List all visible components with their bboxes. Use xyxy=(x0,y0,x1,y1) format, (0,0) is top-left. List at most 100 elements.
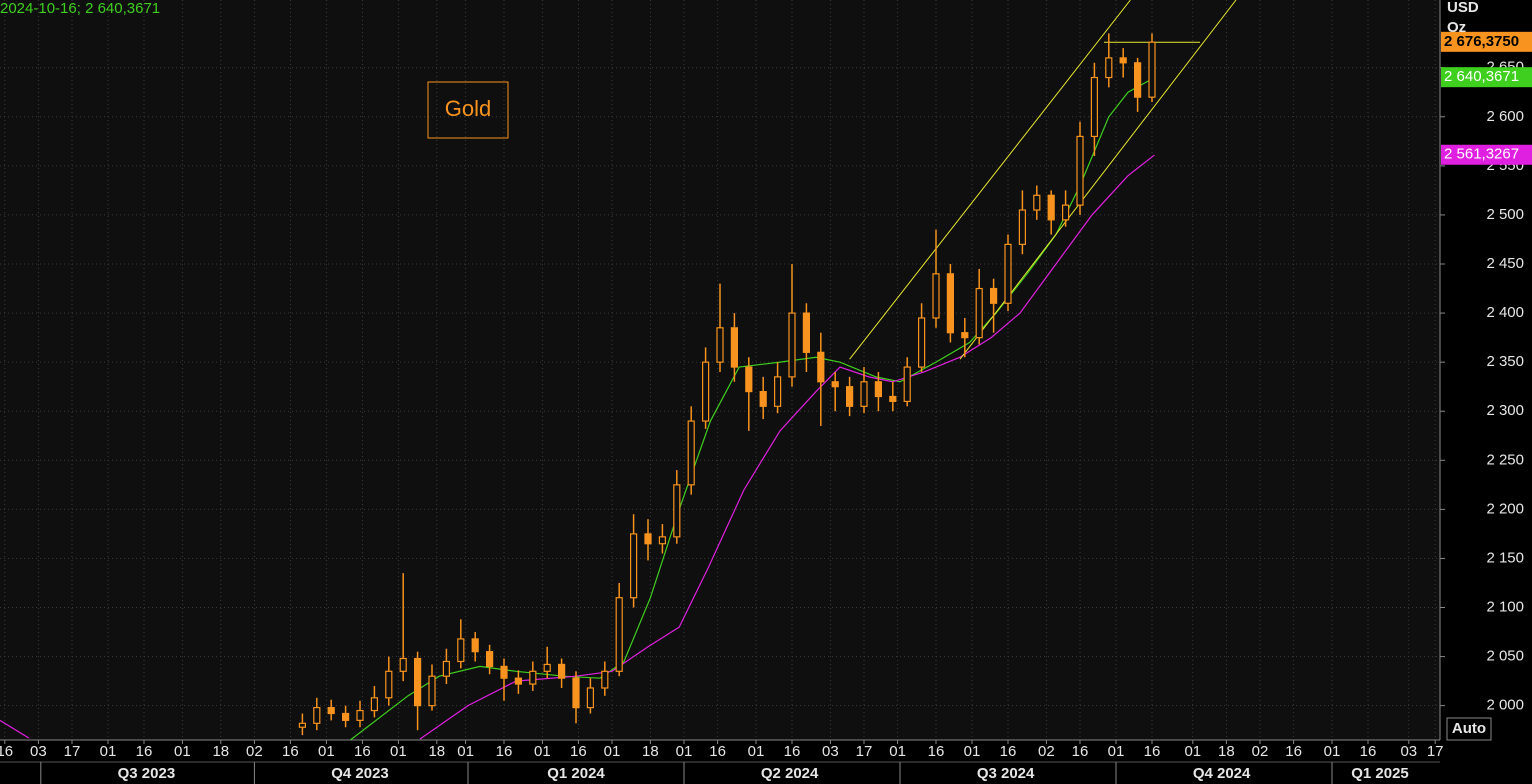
candle-body xyxy=(701,361,710,422)
x-tick-label: 18 xyxy=(642,743,659,760)
y-tick-label: 2 050 xyxy=(1486,648,1524,665)
moving-average xyxy=(0,719,30,739)
price-label: 2 561,3267 xyxy=(1444,146,1519,163)
candle-body xyxy=(903,366,911,403)
y-tick-label: 2 250 xyxy=(1486,451,1524,468)
price-label-box xyxy=(1441,67,1532,88)
candle-body xyxy=(1018,209,1027,245)
candle-body xyxy=(1061,204,1070,221)
candle-body xyxy=(1105,57,1113,79)
price-label: 2 640,3671 xyxy=(1444,68,1519,85)
candle-body xyxy=(514,677,523,685)
candle-body xyxy=(529,670,537,685)
candle-body xyxy=(788,312,796,378)
y-tick-label: 2 450 xyxy=(1486,255,1524,272)
x-tick-label: 01 xyxy=(318,743,335,760)
x-tick-label: 01 xyxy=(676,743,693,760)
x-tick-label: 01 xyxy=(1184,743,1201,760)
candle-body xyxy=(1076,135,1084,206)
x-tick-label: 01 xyxy=(534,743,551,760)
x-tick-label: 16 xyxy=(1360,743,1377,760)
candle-body xyxy=(370,697,378,712)
x-tick-label: 16 xyxy=(496,743,513,760)
candle-body xyxy=(975,287,983,339)
x-tick-label: 18 xyxy=(1218,743,1235,760)
auto-button-label[interactable]: Auto xyxy=(1452,720,1486,737)
candle-body xyxy=(327,707,335,715)
candle-body xyxy=(543,663,551,672)
quarter-label: Q3 2024 xyxy=(977,765,1035,782)
x-tick-label: 16 xyxy=(570,743,587,760)
y-tick-label: 2 400 xyxy=(1486,304,1524,321)
x-tick-label: 16 xyxy=(1285,743,1302,760)
candle-body xyxy=(342,712,350,721)
candle-body xyxy=(932,273,940,319)
candle-body xyxy=(917,317,926,368)
label: Gold xyxy=(445,96,491,121)
candle-body xyxy=(615,597,623,672)
plot xyxy=(0,0,1237,740)
candle-body xyxy=(874,381,883,398)
candle-body xyxy=(860,381,868,407)
candle-body xyxy=(428,675,436,707)
x-tick-label: 16 xyxy=(0,743,13,760)
x-tick-label: 01 xyxy=(889,743,906,760)
candle-body xyxy=(442,660,450,677)
x-tick-label: 03 xyxy=(822,743,839,760)
x-tick-label: 16 xyxy=(709,743,726,760)
x-tick-label: 16 xyxy=(1144,743,1161,760)
x-tick-label: 18 xyxy=(428,743,445,760)
candle-body xyxy=(1148,41,1156,98)
x-tick-label: 01 xyxy=(390,743,407,760)
y-tick-label: 2 000 xyxy=(1486,697,1524,714)
trend-line xyxy=(849,0,1131,360)
candle-body xyxy=(471,638,479,653)
candle-body xyxy=(658,536,667,545)
candle-body xyxy=(1004,243,1012,304)
candle-body xyxy=(989,287,998,304)
x-tick-label: 01 xyxy=(1108,743,1125,760)
price-label-box xyxy=(1441,144,1532,165)
x-tick-label: 01 xyxy=(100,743,117,760)
x-tick-label: 01 xyxy=(604,743,621,760)
candle-body xyxy=(946,273,955,334)
candle-body xyxy=(399,657,407,672)
y-tick-label: 2 350 xyxy=(1486,353,1524,370)
candle-body xyxy=(644,533,652,545)
candle-body xyxy=(1119,57,1127,64)
auto-button[interactable] xyxy=(1446,717,1492,741)
x-tick-label: 03 xyxy=(30,743,47,760)
price-label: 2 676,3750 xyxy=(1444,33,1519,50)
candle-body xyxy=(601,670,609,689)
candle-body xyxy=(1047,194,1055,221)
candle-body xyxy=(961,332,969,339)
candle-body xyxy=(716,327,724,363)
quarter-label: Q2 2024 xyxy=(761,765,819,782)
x-tick-label: 02 xyxy=(246,743,263,760)
candle-body xyxy=(500,665,508,679)
x-tick-label: 01 xyxy=(457,743,474,760)
x-tick-label: 17 xyxy=(64,743,81,760)
candle-body xyxy=(385,670,393,699)
candle-body xyxy=(457,638,465,663)
candle-body xyxy=(572,677,580,709)
quarter-label: Q3 2023 xyxy=(118,765,176,782)
y-tick-label: 2 600 xyxy=(1486,108,1524,125)
quarter-label: Q1 2024 xyxy=(547,765,605,782)
candle-body xyxy=(730,327,739,368)
quarter-label: Q4 2024 xyxy=(1193,765,1251,782)
y-axis-panel xyxy=(1440,0,1532,784)
axes: 2 000 2 050 2 100 2 150 2 200 2 250 2 300 2 350… xyxy=(0,31,1532,784)
x-tick-label: 01 xyxy=(964,743,981,760)
candle-body xyxy=(889,395,897,403)
quarter-label: Q1 2025 xyxy=(1351,765,1409,782)
x-tick-label: 16 xyxy=(784,743,801,760)
x-tick-label: 01 xyxy=(748,743,765,760)
unit: Oz xyxy=(1447,19,1466,36)
candle-body xyxy=(586,687,595,709)
quarter-label: Q4 2023 xyxy=(331,765,389,782)
x-tick-label: 17 xyxy=(1427,743,1444,760)
x-tick-label: 02 xyxy=(1038,743,1055,760)
y-tick-label: 2 200 xyxy=(1486,500,1524,517)
